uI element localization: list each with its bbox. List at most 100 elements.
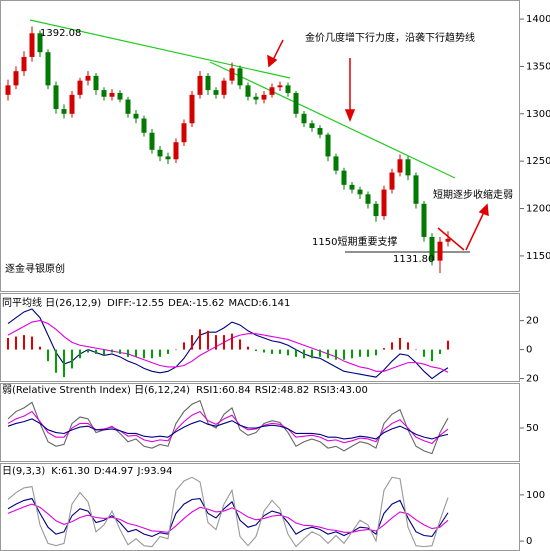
- macd-bar: [199, 329, 201, 350]
- macd-bar: [79, 349, 81, 359]
- candle-body: [445, 238, 451, 242]
- macd-bar: [15, 336, 17, 350]
- candle-body: [325, 134, 331, 157]
- annotation: 1392.08: [40, 28, 81, 39]
- candle-body: [149, 132, 155, 150]
- y-tick-label: 100: [526, 490, 545, 501]
- macd-bar: [447, 340, 449, 350]
- candle-body: [165, 156, 171, 160]
- macd-bar: [351, 349, 353, 359]
- macd-bar: [311, 349, 313, 359]
- trend-line: [209, 61, 456, 179]
- macd-bar: [295, 349, 297, 357]
- macd-bar: [31, 336, 33, 350]
- macd-bar: [151, 349, 153, 359]
- candle-body: [437, 241, 443, 261]
- candle-body: [221, 80, 227, 95]
- candle-body: [181, 123, 187, 143]
- candle-body: [213, 90, 219, 95]
- indicator-line: [7, 476, 449, 548]
- candle-body: [93, 75, 99, 91]
- macd-bar: [255, 349, 257, 352]
- macd-bar: [47, 349, 49, 362]
- candle-body: [293, 92, 299, 114]
- candle-body: [133, 113, 139, 119]
- candle-body: [365, 194, 371, 204]
- macd-bar: [263, 349, 265, 353]
- macd-bar: [191, 335, 193, 350]
- y-tick-label: 1200: [526, 204, 550, 215]
- macd-bar: [55, 349, 57, 373]
- candle-body: [405, 159, 411, 176]
- annotation: 逐金寻银原创: [5, 262, 65, 275]
- candle-body: [397, 159, 403, 173]
- macd-bar: [119, 349, 121, 354]
- y-tick-label: 0: [526, 345, 532, 356]
- macd-bar: [383, 348, 385, 350]
- macd-bar: [279, 349, 281, 354]
- candle-body: [101, 90, 107, 97]
- panel-frame: [0, 0, 520, 292]
- macd-bar: [127, 349, 129, 357]
- candle-body: [269, 87, 275, 95]
- macd-bar: [431, 349, 433, 362]
- candle-body: [229, 68, 235, 81]
- macd-bar: [335, 349, 337, 360]
- legend-entry: RSI3:43.00: [313, 385, 368, 396]
- macd-bar: [183, 342, 185, 350]
- candle-body: [157, 149, 163, 157]
- candle-body: [413, 175, 419, 204]
- candle-body: [245, 85, 251, 97]
- candle-body: [29, 33, 35, 57]
- macd-bar: [271, 349, 273, 354]
- macd-bar: [375, 349, 377, 356]
- candle-body: [421, 203, 427, 237]
- macd-bar: [71, 349, 73, 369]
- legend-entry: K:61.30: [51, 466, 90, 477]
- macd-bar: [87, 349, 89, 353]
- candle-body: [349, 184, 355, 190]
- candle-body: [125, 99, 131, 114]
- candle-body: [109, 92, 115, 97]
- indicator-line: [7, 308, 449, 380]
- candle-body: [429, 236, 435, 261]
- y-tick-label: 1400: [526, 14, 550, 25]
- indicator-line: [7, 418, 449, 440]
- macd-bar: [399, 338, 401, 350]
- y-tick-label: 1350: [526, 61, 550, 72]
- y-tick-label: 0: [526, 536, 532, 547]
- macd-bar: [287, 349, 289, 356]
- legend-entry: RSI1:60.84: [196, 385, 251, 396]
- macd-bar: [359, 349, 361, 357]
- y-tick-label: 50: [526, 423, 539, 434]
- macd-bar: [7, 338, 9, 350]
- candle-body: [253, 96, 259, 100]
- legend-entry: J:93.94: [137, 466, 173, 477]
- legend-entry: RSI2:48.82: [255, 385, 310, 396]
- candle-body: [117, 92, 123, 100]
- candle-body: [77, 80, 83, 95]
- candle-body: [389, 172, 395, 190]
- macd-bar: [215, 335, 217, 350]
- legend-entry: D:44.97: [94, 466, 134, 477]
- y-tick-label: 20: [526, 374, 539, 385]
- annotation: 1150短期重要支撑: [312, 235, 397, 248]
- macd-bar: [391, 342, 393, 350]
- candle-body: [5, 85, 11, 95]
- panel-frame: [0, 383, 520, 462]
- annotation: 短期逐步收缩走弱: [433, 188, 513, 201]
- candle-body: [45, 52, 51, 86]
- macd-bar: [343, 349, 345, 360]
- legend-entry: MACD:6.141: [228, 298, 290, 309]
- candle-body: [381, 189, 387, 217]
- panel-frame: [0, 293, 520, 382]
- macd-bar: [239, 339, 241, 350]
- macd-bar: [111, 349, 113, 353]
- candle-body: [309, 123, 315, 128]
- candle-body: [189, 94, 195, 124]
- candle-body: [261, 94, 267, 100]
- candle-body: [341, 170, 347, 185]
- candle-body: [13, 71, 19, 86]
